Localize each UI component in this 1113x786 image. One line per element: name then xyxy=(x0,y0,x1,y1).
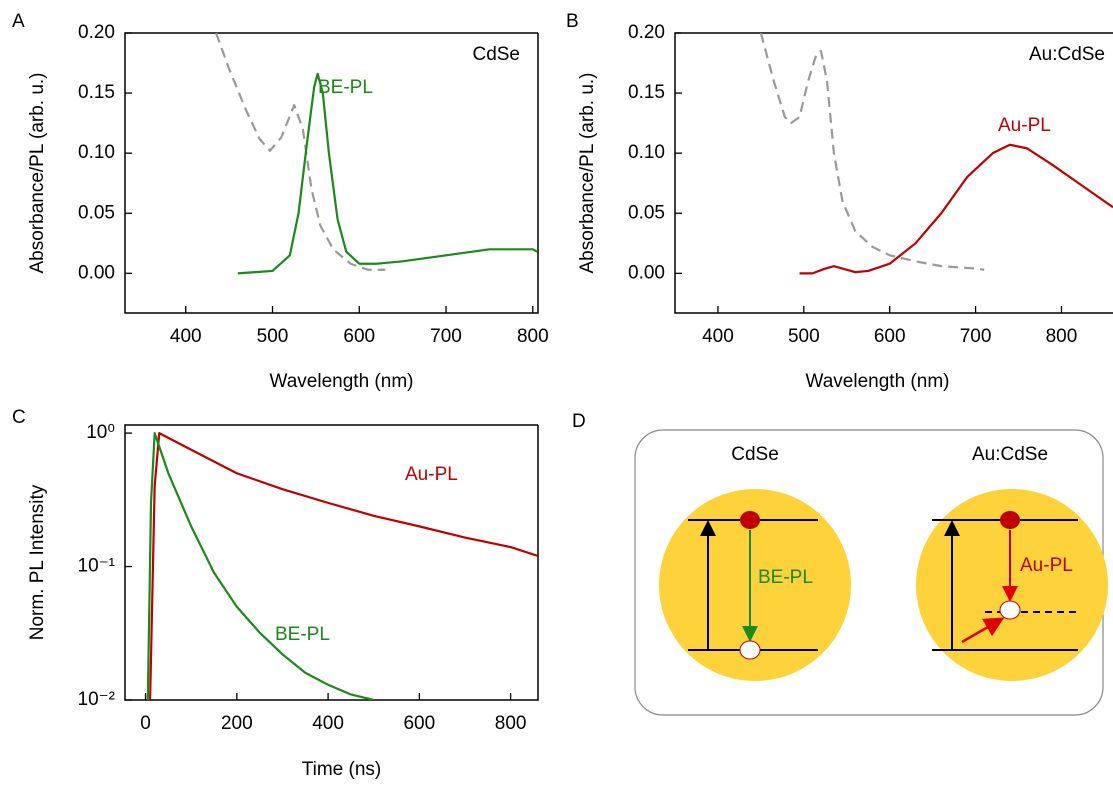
data-line xyxy=(146,432,374,700)
x-tick-label: 800 xyxy=(1046,326,1078,347)
data-line xyxy=(237,72,538,275)
hole xyxy=(999,600,1021,620)
electron xyxy=(740,511,760,529)
x-tick-label: 700 xyxy=(430,326,462,347)
y-tick-label: 0.10 xyxy=(628,142,665,163)
y-tick-label: 10⁻¹ xyxy=(78,556,116,577)
panel-letter: D xyxy=(572,411,586,432)
annotation: Au:CdSe xyxy=(1029,44,1105,65)
x-tick-label: 700 xyxy=(960,326,992,347)
x-axis-label: Time (ns) xyxy=(302,759,382,780)
x-tick-label: 800 xyxy=(517,326,549,347)
diagram-label: Au-PL xyxy=(1020,555,1073,576)
axes-frame xyxy=(124,424,539,701)
electron xyxy=(1000,511,1020,529)
data-line xyxy=(215,33,386,271)
panel-letter: B xyxy=(566,11,579,32)
axes-frame xyxy=(124,32,539,314)
particle xyxy=(916,489,1108,681)
y-axis-label: Absorbance/PL (arb. u.) xyxy=(577,72,598,273)
data-line xyxy=(799,143,1113,275)
y-tick-label: 0.15 xyxy=(628,82,665,103)
diagram-title: CdSe xyxy=(731,444,779,465)
y-tick-label: 0.00 xyxy=(628,262,665,283)
panel-letter: A xyxy=(12,11,25,32)
y-tick-label: 0.20 xyxy=(628,22,665,43)
x-tick-label: 400 xyxy=(702,326,734,347)
axes-frame xyxy=(674,32,1113,314)
y-tick-label: 0.05 xyxy=(628,202,665,223)
y-tick-label: 10⁰ xyxy=(86,422,115,443)
annotation: CdSe xyxy=(472,44,520,65)
y-tick-label: 0.15 xyxy=(78,82,115,103)
y-tick-label: 0.20 xyxy=(78,22,115,43)
y-axis-label: Absorbance/PL (arb. u.) xyxy=(27,72,48,273)
series-label: BE-PL xyxy=(275,624,330,645)
x-axis-label: Wavelength (nm) xyxy=(806,371,950,392)
x-tick-label: 400 xyxy=(312,713,344,734)
y-axis-label: Norm. PL Intensity xyxy=(27,484,48,640)
x-tick-label: 0 xyxy=(140,713,151,734)
y-tick-label: 10⁻² xyxy=(78,689,116,710)
diagram: D CdSe Au:CdSe BE-PL Au-PL xyxy=(572,411,1108,716)
data-line xyxy=(759,33,985,271)
series-label: Au-PL xyxy=(998,115,1051,136)
y-tick-label: 0.00 xyxy=(78,262,115,283)
plot-area xyxy=(759,33,1113,275)
x-tick-label: 500 xyxy=(257,326,289,347)
x-tick-label: 600 xyxy=(343,326,375,347)
y-tick-label: 0.10 xyxy=(78,142,115,163)
y-tick-label: 0.05 xyxy=(78,202,115,223)
x-tick-label: 800 xyxy=(495,713,527,734)
series-label: Au-PL xyxy=(405,464,458,485)
x-tick-label: 500 xyxy=(788,326,820,347)
diagram-title: Au:CdSe xyxy=(972,444,1048,465)
data-line xyxy=(148,432,538,700)
plot-area xyxy=(215,33,538,275)
arrow xyxy=(961,617,1005,644)
hole xyxy=(739,640,761,660)
diagram-label: BE-PL xyxy=(758,567,813,588)
x-tick-label: 400 xyxy=(170,326,202,347)
x-tick-label: 200 xyxy=(221,713,253,734)
x-tick-label: 600 xyxy=(403,713,435,734)
series-label: BE-PL xyxy=(318,77,373,98)
plot-area xyxy=(146,432,538,700)
x-tick-label: 600 xyxy=(874,326,906,347)
x-axis-label: Wavelength (nm) xyxy=(270,371,414,392)
panel-letter: C xyxy=(12,407,26,428)
